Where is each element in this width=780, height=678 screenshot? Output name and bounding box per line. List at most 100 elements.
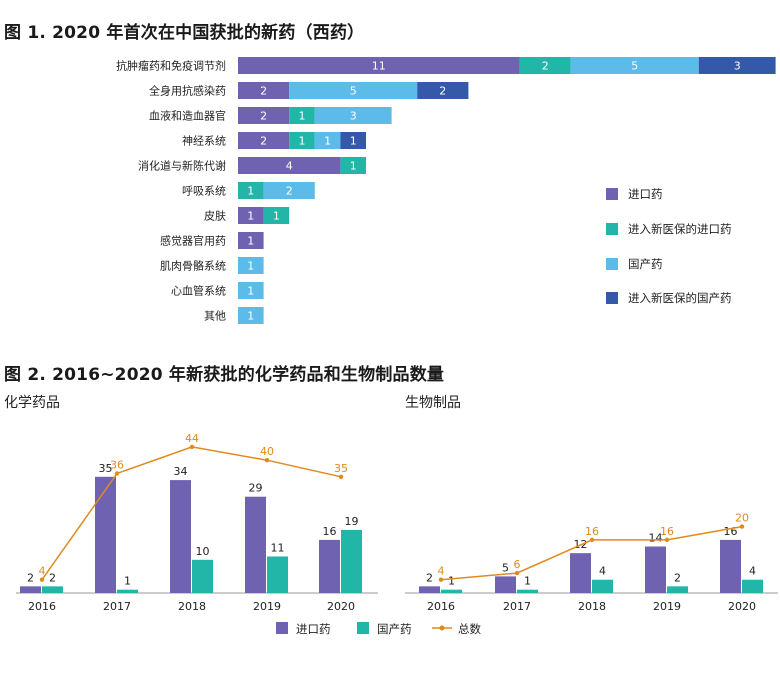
segment-value-label: 1: [247, 310, 254, 323]
bar-segment: [238, 257, 264, 274]
segment-value-label: 1: [299, 110, 306, 123]
legend-swatch: [606, 223, 618, 235]
imported-value-label: 29: [249, 482, 263, 495]
domestic-value-label: 4: [749, 565, 756, 578]
x-tick-label: 2017: [503, 600, 531, 613]
segment-value-label: 1: [247, 285, 254, 298]
imported-bar: [170, 480, 191, 593]
x-tick-label: 2019: [253, 600, 281, 613]
bar-segment: [519, 57, 571, 74]
category-label: 心血管系统: [171, 284, 226, 298]
bar-segment: [238, 82, 290, 99]
bar-segment: [340, 157, 366, 174]
segment-value-label: 1: [247, 185, 254, 198]
imported-bar: [419, 586, 440, 593]
chemical-subtitle: 化学药品: [4, 395, 60, 411]
category-label: 血液和造血器官: [149, 109, 226, 123]
figure1-title: 图 1. 2020 年首次在中国获批的新药（西药）: [4, 23, 365, 43]
total-point: [514, 570, 520, 576]
x-tick-label: 2016: [427, 600, 455, 613]
imported-bar: [95, 476, 116, 593]
segment-value-label: 1: [350, 160, 357, 173]
bar-segment: [570, 57, 699, 74]
segment-value-label: 2: [286, 185, 293, 198]
category-label: 抗肿瘤药和免疫调节剂: [116, 59, 226, 73]
segment-value-label: 1: [247, 235, 254, 248]
total-point: [664, 537, 670, 543]
segment-value-label: 11: [372, 60, 386, 73]
legend-label: 进入新医保的国产药: [628, 291, 732, 305]
legend-swatch-imported: [276, 622, 288, 634]
bar-segment: [289, 132, 315, 149]
bar-segment: [238, 232, 264, 249]
segment-value-label: 2: [542, 60, 549, 73]
total-point: [189, 444, 195, 450]
domestic-value-label: 1: [524, 575, 531, 588]
x-tick-label: 2018: [578, 600, 606, 613]
domestic-bar: [117, 589, 138, 593]
imported-value-label: 14: [649, 532, 663, 545]
domestic-bar: [192, 559, 213, 593]
imported-bar: [245, 496, 266, 593]
total-point: [438, 577, 444, 582]
biologic-subtitle: 生物制品: [405, 395, 461, 411]
total-point: [338, 474, 344, 479]
legend-swatch: [606, 188, 618, 200]
bar-segment: [238, 157, 341, 174]
domestic-value-label: 2: [49, 571, 56, 584]
bar-segment: [340, 132, 366, 149]
category-label: 肌肉骨骼系统: [160, 259, 226, 273]
segment-value-label: 1: [273, 210, 280, 223]
segment-value-label: 2: [260, 85, 267, 98]
legend-swatch-domestic: [357, 622, 369, 634]
total-value-label: 40: [260, 445, 274, 458]
category-label: 呼吸系统: [182, 185, 226, 198]
bar-segment: [417, 82, 469, 99]
imported-value-label: 34: [174, 465, 188, 478]
category-label: 感觉器官用药: [160, 234, 226, 248]
domestic-value-label: 1: [124, 575, 131, 588]
domestic-bar: [267, 556, 288, 593]
figure2-title: 图 2. 2016~2020 年新获批的化学药品和生物制品数量: [4, 365, 445, 385]
bar-segment: [238, 282, 264, 299]
bar-segment: [238, 57, 520, 74]
bar-segment: [289, 82, 418, 99]
imported-value-label: 35: [99, 462, 113, 475]
segment-value-label: 1: [299, 135, 306, 148]
total-value-label: 4: [39, 565, 46, 578]
bar-segment: [238, 307, 264, 324]
x-tick-label: 2016: [28, 600, 56, 613]
segment-value-label: 1: [247, 210, 254, 223]
imported-bar: [645, 546, 666, 593]
imported-value-label: 16: [323, 525, 337, 538]
legend-label-total: 总数: [458, 622, 481, 636]
imported-bar: [570, 553, 591, 593]
category-label: 其他: [204, 310, 226, 323]
x-tick-label: 2020: [327, 600, 355, 613]
total-value-label: 35: [334, 462, 348, 475]
total-value-label: 6: [514, 558, 521, 571]
bar-segment: [263, 182, 315, 199]
total-value-label: 20: [735, 512, 749, 525]
bar-segment: [238, 182, 264, 199]
bar-segment: [314, 107, 392, 124]
total-value-label: 44: [185, 432, 199, 445]
total-value-label: 16: [660, 525, 674, 538]
total-point: [39, 577, 45, 582]
domestic-bar: [517, 589, 538, 593]
imported-bar: [319, 539, 340, 593]
domestic-value-label: 11: [271, 541, 285, 554]
domestic-bar: [742, 579, 763, 593]
bar-segment: [238, 132, 290, 149]
x-tick-label: 2017: [103, 600, 131, 613]
segment-value-label: 3: [734, 60, 741, 73]
legend-label: 进口药: [628, 187, 663, 201]
total-value-label: 16: [585, 525, 599, 538]
segment-value-label: 4: [286, 160, 293, 173]
bar-segment: [698, 57, 776, 74]
bar-segment: [289, 107, 315, 124]
imported-value-label: 16: [724, 525, 738, 538]
total-line: [41, 446, 342, 581]
x-tick-label: 2018: [178, 600, 206, 613]
